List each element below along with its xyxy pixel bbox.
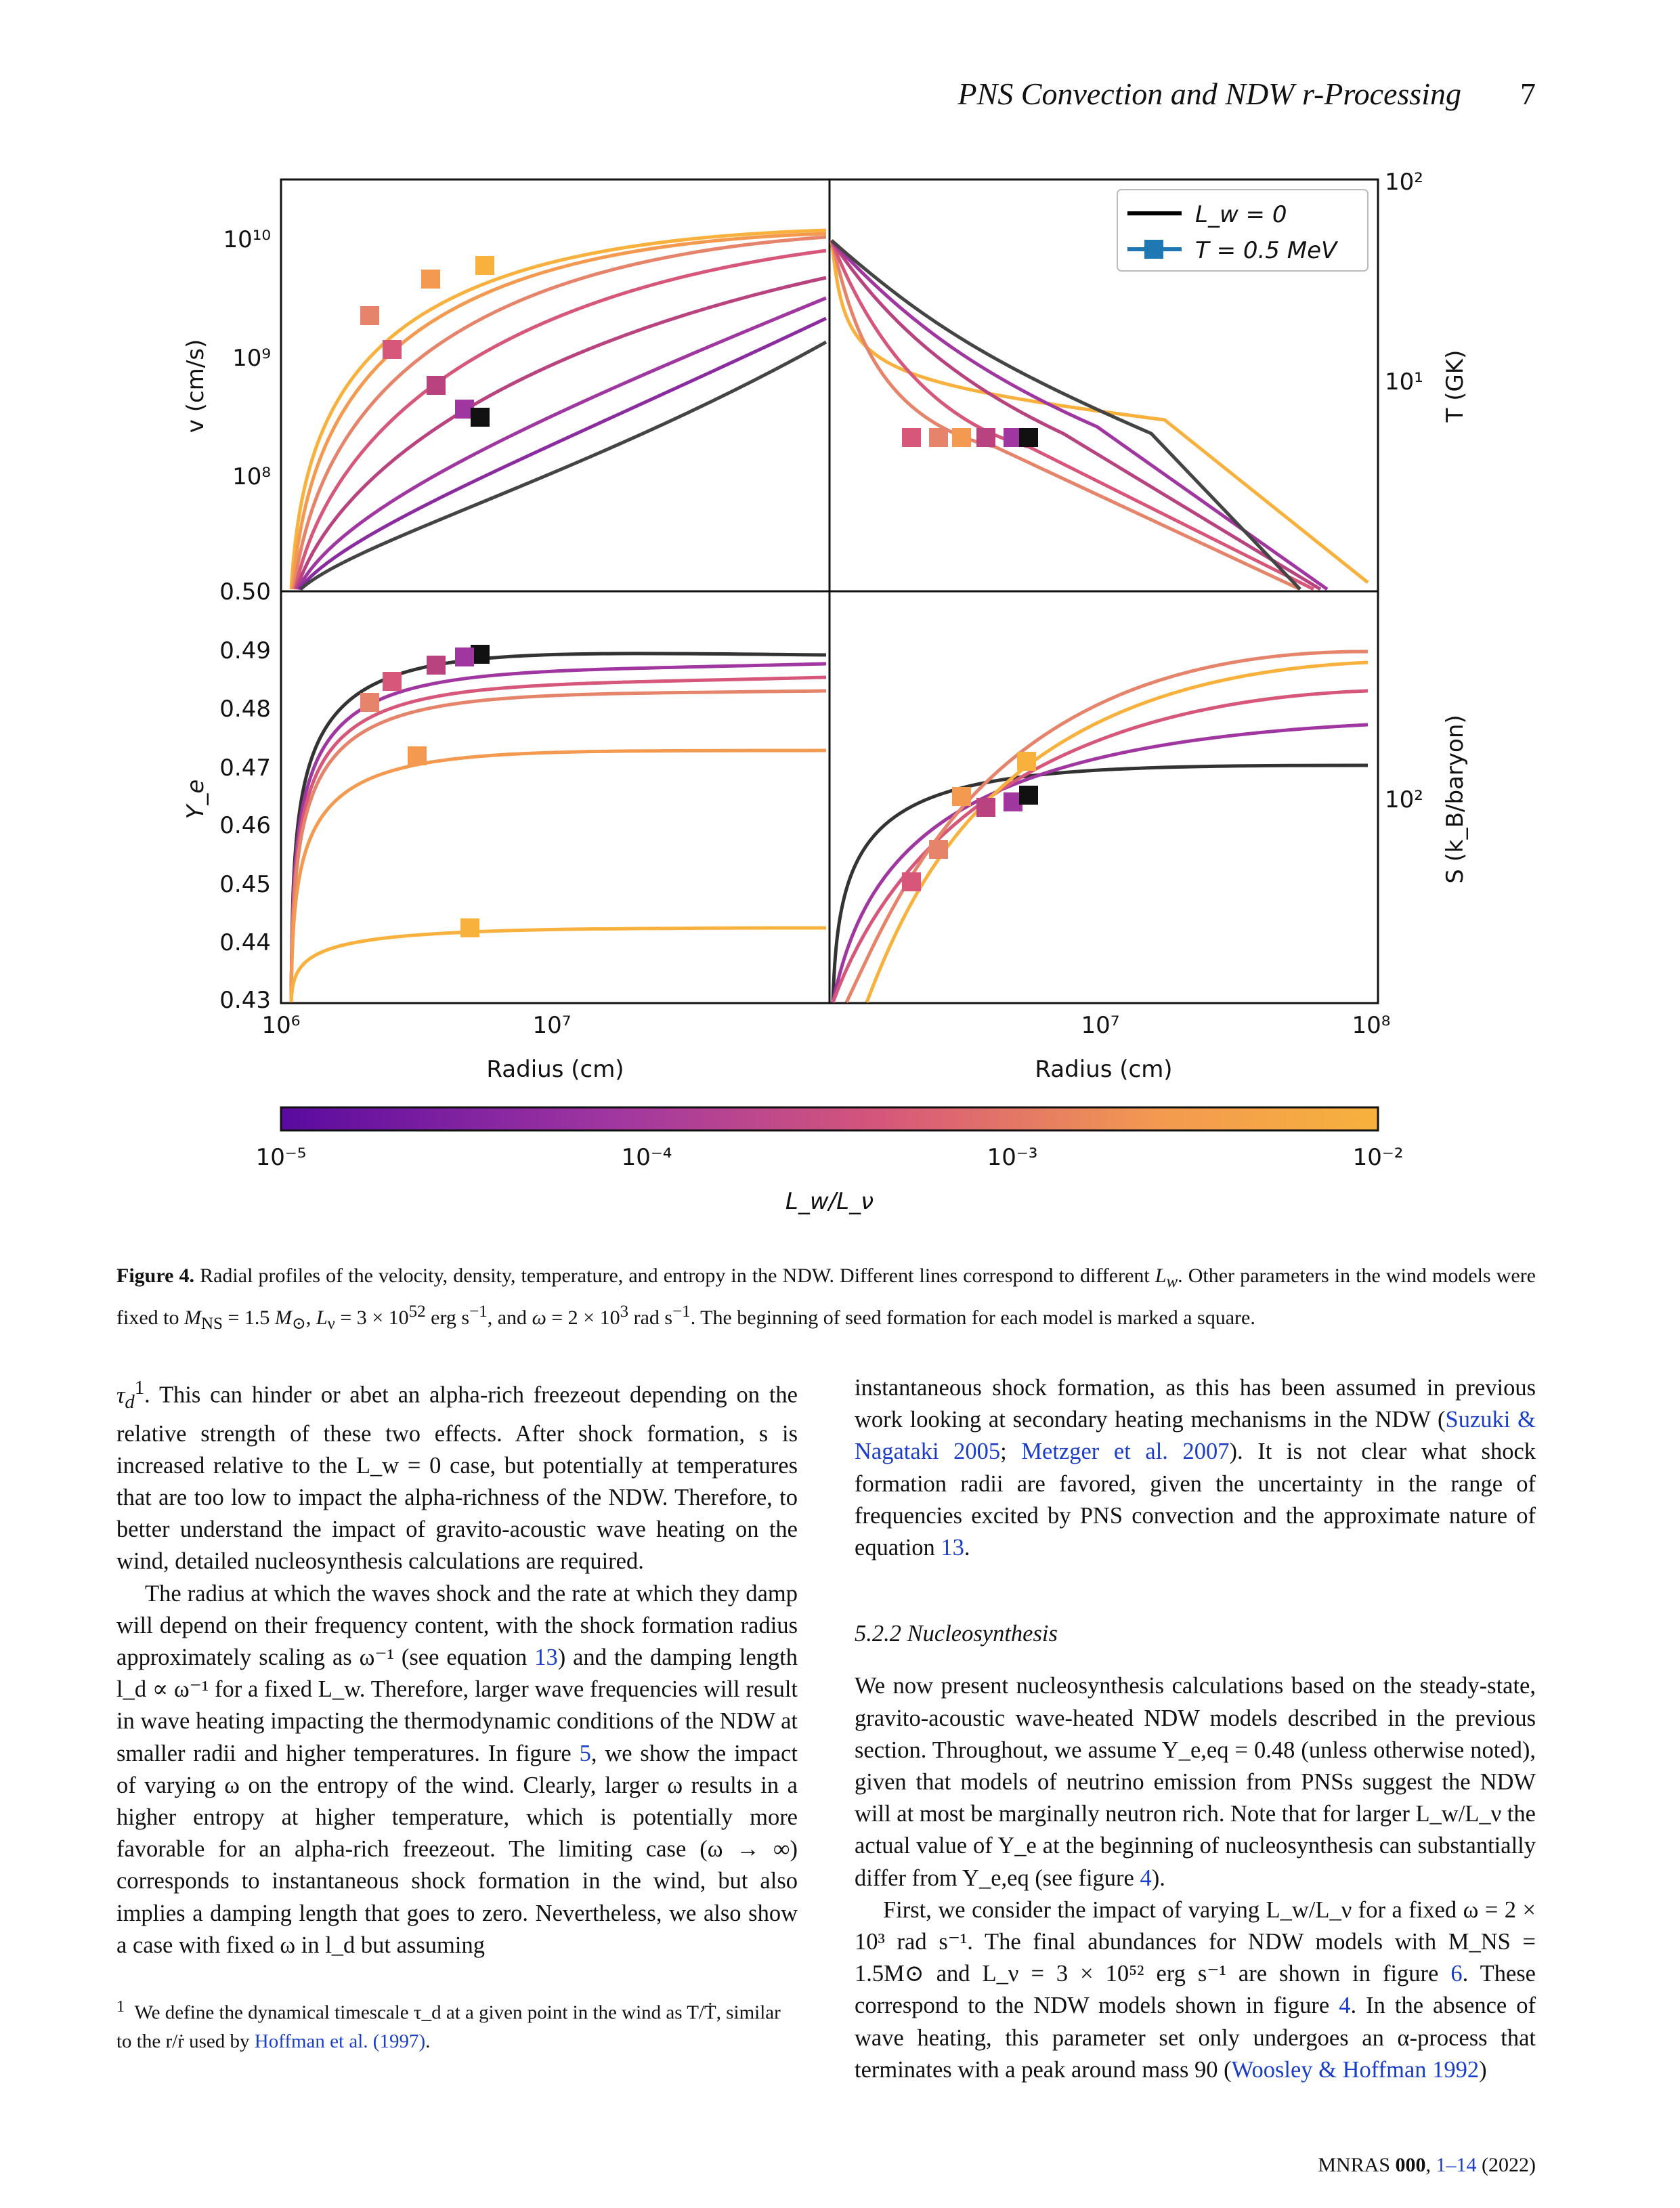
svg-text:0.43: 0.43 (219, 987, 271, 1014)
colorbar (280, 1106, 1379, 1132)
fig-link[interactable]: 5 (579, 1740, 591, 1766)
entropy-ylabel: S (k_B/baryon) (1442, 715, 1469, 883)
entropy-xtick-1e8: 10⁸ (1352, 1012, 1391, 1039)
running-header: PNS Convection and NDW r-Processing 7 (0, 76, 1536, 116)
colorbar-label: L_w/L_ν (785, 1188, 874, 1215)
right-column: instantaneous shock formation, as this h… (855, 1372, 1536, 2086)
svg-text:0.44: 0.44 (219, 929, 271, 956)
paragraph: We now present nucleosynthesis calculati… (855, 1673, 1536, 1891)
section-heading: 5.2.2 Nucleosynthesis (855, 1621, 1058, 1647)
ye-xlabel: Radius (cm) (486, 1056, 624, 1083)
eq-link[interactable]: 13 (534, 1644, 558, 1671)
ye-xtick-1e7: 10⁷ (533, 1012, 572, 1039)
paragraph: τd1. This can hinder or abet an alpha-ri… (116, 1377, 798, 1575)
paragraph: The radius at which the waves shock and … (116, 1580, 798, 1958)
entropy-xlabel: Radius (cm) (1035, 1056, 1172, 1083)
entropy-seed-markers (902, 752, 1038, 891)
temp-ytick-mid: 10¹ (1385, 368, 1423, 396)
ye-xtick-1e6: 10⁶ (262, 1012, 301, 1039)
caption-label: Figure 4. (116, 1265, 195, 1287)
entropy-curves (831, 650, 1369, 1004)
page-number: 7 (1520, 77, 1536, 111)
temp-ytick-top: 10² (1385, 169, 1423, 196)
left-column: τd1. This can hinder or abet an alpha-ri… (116, 1372, 798, 1961)
legend: L_w = 0 T = 0.5 MeV (1117, 189, 1369, 272)
entropy-xtick-1e7: 10⁷ (1081, 1012, 1120, 1039)
colorbar-tick-1e-5: 10⁻⁵ (256, 1144, 307, 1171)
page-footer: MNRAS 000, 1–14 (2022) (1318, 2154, 1536, 2176)
paragraph: First, we consider the impact of varying… (855, 1896, 1536, 2083)
fig-link[interactable]: 4 (1339, 1993, 1351, 2019)
svg-text:0.46: 0.46 (219, 812, 271, 839)
legend-label-temp: T = 0.5 MeV (1195, 237, 1339, 264)
velocity-curves (289, 228, 827, 591)
ye-seed-markers (360, 645, 490, 937)
svg-text:10⁸: 10⁸ (232, 463, 271, 490)
svg-text:0.47: 0.47 (219, 755, 271, 782)
paragraph: instantaneous shock formation, as this h… (855, 1375, 1536, 1561)
temperature-seed-markers (902, 428, 1038, 447)
entropy-ytick: 10² (1385, 786, 1423, 813)
velocity-seed-markers (360, 256, 494, 427)
eq-link[interactable]: 13 (941, 1535, 964, 1561)
colorbar-tick-1e-4: 10⁻⁴ (622, 1144, 672, 1171)
svg-text:0.49: 0.49 (219, 637, 271, 664)
colorbar-tick-1e-3: 10⁻³ (987, 1144, 1038, 1171)
svg-text:0.48: 0.48 (219, 696, 271, 723)
citation-link[interactable]: Metzger et al. 2007 (1021, 1439, 1230, 1465)
svg-text:0.45: 0.45 (219, 871, 271, 898)
running-title: PNS Convection and NDW r-Processing (957, 77, 1461, 111)
velocity-ytick-labels: 10¹⁰ 10⁹ 10⁸ (223, 226, 271, 490)
svg-text:0.50: 0.50 (219, 578, 271, 606)
figure-caption: Figure 4. Radial profiles of the velocit… (116, 1265, 1536, 1333)
citation-link[interactable]: Woosley & Hoffman 1992 (1231, 2056, 1480, 2083)
temperature-curves (830, 239, 1369, 591)
svg-text:10¹⁰: 10¹⁰ (223, 226, 271, 253)
ye-ytick-labels: 0.50 0.49 0.48 0.47 0.46 0.45 0.44 0.43 (219, 578, 271, 1014)
colorbar-tick-1e-2: 10⁻² (1353, 1144, 1404, 1171)
fig-link[interactable]: 4 (1140, 1865, 1152, 1891)
velocity-ylabel: v (cm/s) (182, 339, 209, 433)
svg-text:10⁹: 10⁹ (232, 345, 271, 372)
ye-ylabel: Y_e (182, 780, 209, 820)
citation-link[interactable]: Hoffman et al. (1997) (254, 2030, 426, 2052)
fig-link[interactable]: 6 (1450, 1961, 1463, 1987)
citation-link[interactable]: Suzuki & Nagataki 2005 (855, 1407, 1536, 1465)
footnote: 1 We define the dynamical timescale τ_d … (116, 1997, 781, 2052)
legend-label-lw0: L_w = 0 (1195, 201, 1287, 228)
figure-4: L_w = 0 T = 0.5 MeV 10¹⁰ 10⁹ 10⁸ v (cm/s… (182, 169, 1469, 1215)
panel-entropy (828, 590, 1379, 1004)
page-range-link[interactable]: 1–14 (1436, 2154, 1477, 2176)
temp-ylabel: T (GK) (1442, 350, 1469, 423)
